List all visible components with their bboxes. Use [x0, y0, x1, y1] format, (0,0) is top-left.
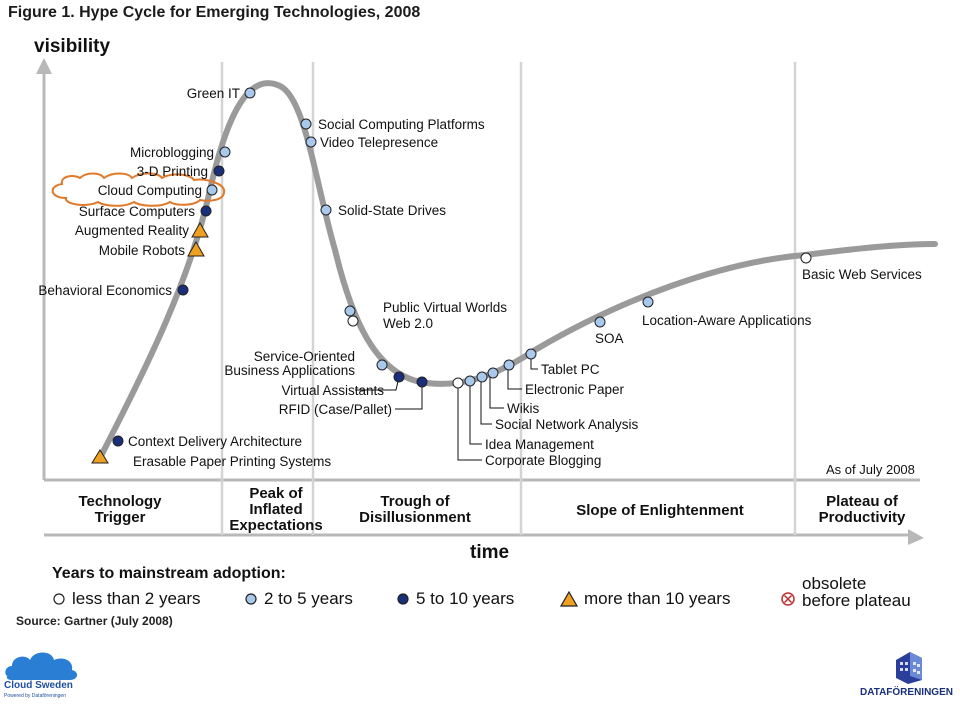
label-erasable-paper: Erasable Paper Printing Systems	[133, 454, 331, 469]
marker-surface-computers	[200, 205, 212, 217]
cloud-sweden-logo	[5, 652, 78, 680]
light-blue-circle-icon	[245, 593, 257, 605]
y-axis-label: visibility	[34, 36, 111, 57]
marker-rfid	[416, 376, 428, 388]
cloud-highlight-icon	[51, 172, 226, 207]
phase-trough: Trough of Disillusionment	[359, 493, 471, 526]
legend-title: Years to mainstream adoption:	[52, 565, 286, 582]
marker-microblogging	[219, 146, 231, 158]
x-axis-label: time	[470, 542, 510, 563]
legend-item-more-than-10: more than 10 years	[560, 589, 730, 609]
marker-wikis	[487, 367, 499, 379]
marker-soa	[594, 316, 606, 328]
y-axis-arrow	[36, 58, 52, 74]
label-public-virtual-worlds: Public Virtual Worlds	[383, 300, 507, 315]
label-solid-state: Solid-State Drives	[338, 203, 446, 218]
marker-social-computing	[300, 118, 312, 130]
marker-corporate-blogging	[452, 377, 464, 389]
marker-basic-web-services	[800, 252, 812, 264]
label-idea-management: Idea Management	[485, 437, 594, 452]
marker-green-it	[244, 87, 256, 99]
as-of-date: As of July 2008	[826, 462, 915, 477]
source-note: Source: Gartner (July 2008)	[16, 614, 173, 628]
tech-markers	[91, 87, 812, 464]
cloud-sweden-tagline: Powered by Dataföreningen	[4, 693, 66, 699]
leader-lines	[355, 354, 538, 461]
x-axis-arrow	[908, 529, 924, 545]
marker-augmented-reality	[191, 221, 209, 238]
label-mobile-robots: Mobile Robots	[99, 243, 186, 258]
label-context-delivery: Context Delivery Architecture	[128, 434, 302, 449]
marker-cloud-computing	[206, 184, 218, 196]
marker-electronic-paper	[503, 359, 515, 371]
marker-behavioral-economics	[177, 284, 189, 296]
label-web20: Web 2.0	[383, 316, 433, 331]
marker-tablet-pc	[525, 348, 537, 360]
label-surface-computers: Surface Computers	[79, 204, 196, 219]
label-service-oriented: Service-Oriented	[254, 349, 355, 364]
label-video-telepresence: Video Telepresence	[320, 135, 438, 150]
legend-item-less-than-2: less than 2 years	[52, 589, 201, 609]
marker-idea-management	[464, 375, 476, 387]
orange-triangle-icon	[560, 591, 578, 607]
cloud-sweden-name: Cloud Sweden	[4, 680, 73, 691]
marker-location-aware	[642, 296, 654, 308]
phase-technology-trigger: Technology Trigger	[78, 493, 162, 526]
dark-blue-circle-icon	[397, 593, 409, 605]
label-green-it: Green IT	[187, 86, 240, 101]
marker-solid-state	[320, 204, 332, 216]
phase-peak: Peak of Inflated Expectations	[229, 485, 323, 534]
label-augmented-reality: Augmented Reality	[75, 223, 189, 238]
legend-item-5-to-10: 5 to 10 years	[396, 589, 514, 609]
obsolete-icon	[781, 592, 795, 606]
label-wikis: Wikis	[507, 401, 539, 416]
label-rfid: RFID (Case/Pallet)	[279, 402, 392, 417]
marker-public-virtual-worlds	[344, 305, 356, 317]
marker-mobile-robots	[187, 240, 205, 257]
label-electronic-paper: Electronic Paper	[525, 382, 625, 397]
marker-3d-printing	[213, 165, 225, 177]
white-circle-icon	[53, 593, 65, 605]
marker-video-telepresence	[305, 136, 317, 148]
label-social-network: Social Network Analysis	[495, 417, 639, 432]
marker-social-network	[476, 371, 488, 383]
legend-item-obsolete: obsolete before plateau	[780, 575, 911, 609]
phase-plateau: Plateau of Productivity	[818, 493, 906, 526]
label-virtual-assistants: Virtual Assistants	[281, 383, 384, 398]
label-3d-printing: 3-D Printing	[137, 164, 208, 179]
label-basic-web-services: Basic Web Services	[802, 267, 922, 282]
label-cloud-computing: Cloud Computing	[98, 183, 202, 198]
phase-slope: Slope of Enlightenment	[576, 502, 744, 519]
marker-context-delivery	[112, 435, 124, 447]
marker-service-oriented	[376, 359, 388, 371]
label-location-aware: Location-Aware Applications	[642, 313, 812, 328]
label-business-applications: Business Applications	[224, 363, 355, 378]
dataforeningen-name: DATAFÖRENINGEN	[860, 687, 953, 698]
tech-labels: Green IT Microblogging 3-D Printing Clou…	[38, 86, 922, 469]
marker-virtual-assistants	[393, 371, 405, 383]
figure-title: Figure 1. Hype Cycle for Emerging Techno…	[8, 4, 421, 21]
label-social-computing: Social Computing Platforms	[318, 117, 485, 132]
label-corporate-blogging: Corporate Blogging	[485, 453, 601, 468]
legend-item-2-to-5: 2 to 5 years	[244, 589, 353, 609]
marker-web20	[347, 315, 359, 327]
label-behavioral-economics: Behavioral Economics	[38, 283, 172, 298]
label-tablet-pc: Tablet PC	[541, 362, 600, 377]
label-soa: SOA	[595, 331, 624, 346]
label-microblogging: Microblogging	[130, 145, 214, 160]
marker-erasable-paper	[91, 449, 109, 464]
dataforeningen-logo-icon	[896, 652, 922, 684]
